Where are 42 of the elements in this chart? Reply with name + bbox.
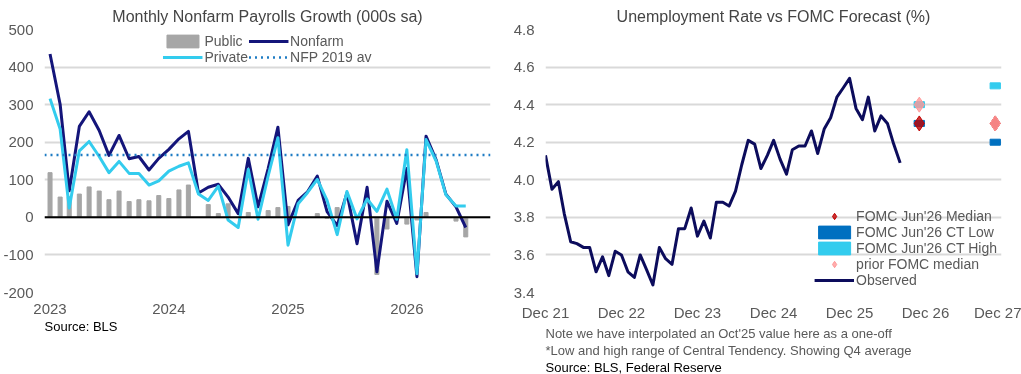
- y-tick-label: 4.2: [513, 133, 535, 151]
- y-tick-label: 4.8: [513, 20, 535, 38]
- legend-label: Private: [204, 49, 249, 65]
- x-tick-label: Dec 26: [901, 303, 950, 321]
- x-tick-label: 2023: [33, 299, 67, 317]
- y-tick-label: 500: [8, 20, 34, 38]
- text: Note we have interpolated an Oct'25 value here as a one-off: [545, 325, 893, 341]
- source-note: Source: BLS: [44, 318, 118, 334]
- legend-label: prior FOMC median: [856, 256, 980, 272]
- y-tick-label: 4.4: [513, 95, 535, 113]
- text: *Low and high range of Central Tendency. Showing Q4 average: [545, 342, 912, 358]
- legend-label: FOMC Jun'26 Median: [856, 208, 992, 224]
- y-tick-label: 400: [8, 58, 34, 76]
- legend-label: FOMC Jun'26 CT Low: [856, 224, 994, 240]
- source-note: Source: BLS, Federal Reserve: [545, 359, 722, 374]
- y-tick-label: 3.8: [513, 208, 535, 226]
- x-tick-label: Dec 21: [521, 303, 570, 321]
- legend-label: Nonfarm: [290, 33, 344, 49]
- legend-label: Public: [204, 33, 243, 49]
- y-tick-label: 4.6: [513, 58, 535, 76]
- y-tick-label: 0: [25, 208, 34, 226]
- chart-title: Monthly Nonfarm Payrolls Growth (000s sa): [112, 7, 423, 25]
- x-tick-label: Dec 22: [597, 303, 646, 321]
- legend-label: FOMC Jun'26 CT High: [856, 240, 997, 256]
- x-tick-label: Dec 25: [825, 303, 874, 321]
- y-tick-label: 100: [8, 170, 34, 188]
- y-tick-label: 4.0: [513, 170, 535, 188]
- x-tick-label: Dec 24: [749, 303, 798, 321]
- x-tick-label: 2024: [152, 299, 186, 317]
- x-tick-label: Dec 27: [973, 303, 1021, 321]
- legend-label: NFP 2019 av: [290, 49, 372, 65]
- x-tick-label: Dec 23: [673, 303, 722, 321]
- x-tick-label: 2025: [271, 299, 305, 317]
- y-tick-label: 3.6: [513, 245, 535, 263]
- chart-title: Unemployment Rate vs FOMC Forecast (%): [616, 7, 931, 25]
- x-tick-label: 2026: [390, 299, 424, 317]
- legend-label: Observed: [856, 272, 917, 288]
- y-tick-label: 300: [8, 95, 34, 113]
- y-tick-label: -200: [3, 283, 34, 301]
- y-tick-label: 200: [8, 133, 34, 151]
- y-tick-label: 3.4: [513, 283, 535, 301]
- y-tick-label: -100: [3, 245, 34, 263]
